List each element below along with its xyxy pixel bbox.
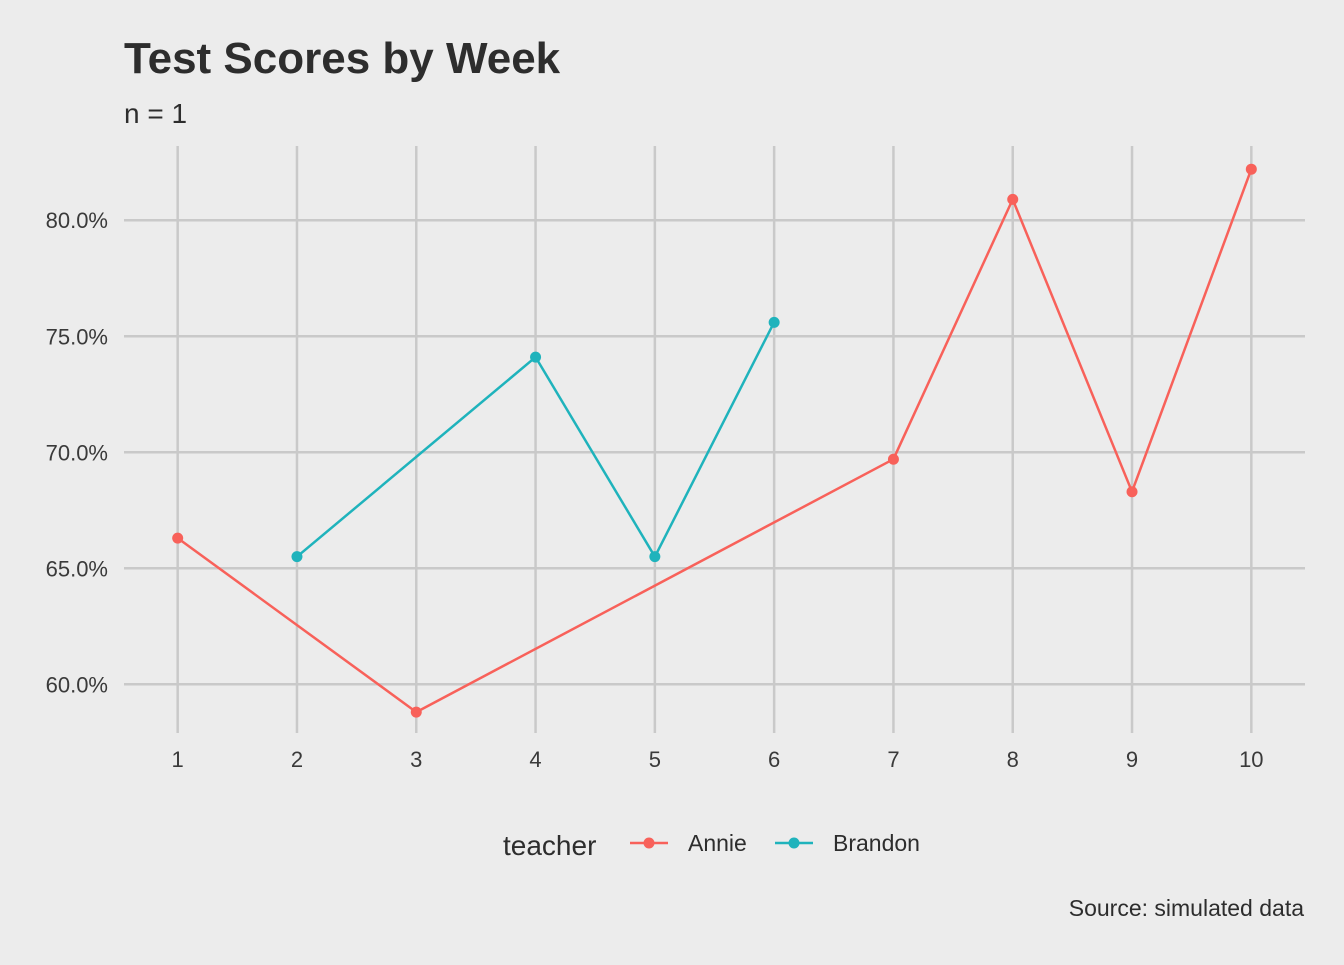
data-point <box>1007 193 1019 205</box>
x-axis-tick-labels: 1 2 3 4 5 6 7 8 9 10 <box>172 747 1264 772</box>
y-tick-label: 70.0% <box>46 440 108 465</box>
series-line <box>176 168 1253 714</box>
legend-item-brandon: Brandon <box>775 830 920 856</box>
x-tick-label: 10 <box>1239 747 1263 772</box>
data-point <box>291 551 303 563</box>
legend-item-annie: Annie <box>630 830 747 856</box>
y-tick-label: 75.0% <box>46 324 108 349</box>
legend: teacher Annie Brandon <box>503 830 920 861</box>
x-tick-label: 2 <box>291 747 303 772</box>
data-point <box>410 706 422 718</box>
y-axis-tick-labels: 60.0% 65.0% 70.0% 75.0% 80.0% <box>46 208 108 697</box>
data-point <box>768 316 780 328</box>
x-tick-label: 5 <box>649 747 661 772</box>
x-tick-label: 4 <box>529 747 541 772</box>
data-point <box>1126 486 1138 498</box>
legend-label: Annie <box>688 830 747 856</box>
data-point <box>649 551 661 563</box>
data-point <box>172 532 184 544</box>
data-point <box>887 453 899 465</box>
legend-title: teacher <box>503 830 596 861</box>
legend-label: Brandon <box>833 830 920 856</box>
y-tick-label: 60.0% <box>46 672 108 697</box>
y-tick-label: 80.0% <box>46 208 108 233</box>
x-tick-label: 3 <box>410 747 422 772</box>
x-tick-label: 6 <box>768 747 780 772</box>
x-tick-label: 9 <box>1126 747 1138 772</box>
data-point <box>530 351 542 363</box>
series-line <box>296 321 776 558</box>
chart-caption: Source: simulated data <box>1069 895 1304 921</box>
x-tick-label: 7 <box>887 747 899 772</box>
series-brandon <box>291 316 780 563</box>
legend-key-point <box>643 837 655 849</box>
data-point <box>1245 163 1257 175</box>
series-annie <box>172 163 1257 718</box>
legend-items: Annie Brandon <box>630 830 920 856</box>
chart-subtitle: n = 1 <box>124 98 187 129</box>
x-tick-label: 1 <box>172 747 184 772</box>
series-layer <box>172 163 1257 718</box>
x-tick-label: 8 <box>1007 747 1019 772</box>
chart-title: Test Scores by Week <box>124 34 561 83</box>
y-tick-label: 65.0% <box>46 556 108 581</box>
gridlines <box>124 146 1305 733</box>
legend-key-point <box>788 837 800 849</box>
